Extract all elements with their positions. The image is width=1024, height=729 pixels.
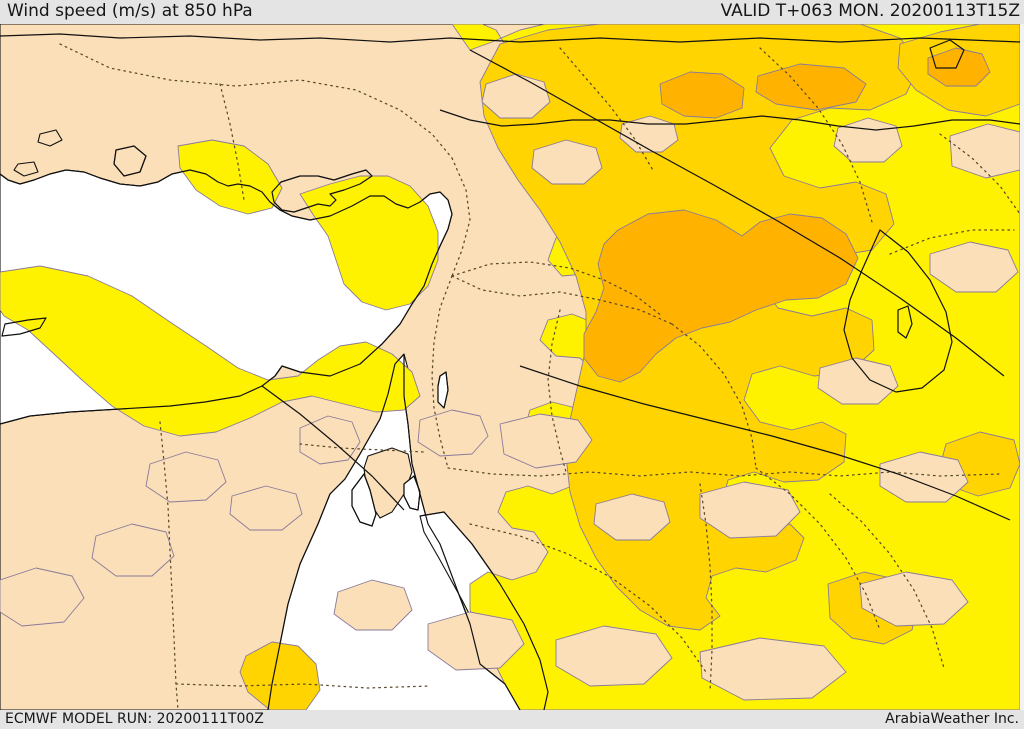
map-footer-bar: ECMWF MODEL RUN: 20200111T00Z ArabiaWeat… bbox=[0, 710, 1024, 729]
border-syria-jordan bbox=[547, 309, 567, 473]
peach-patch-13 bbox=[879, 451, 969, 503]
border-saudi-interior-b bbox=[699, 483, 713, 693]
valid-time-label: VALID T+063 MON. 20200113T15Z bbox=[720, 1, 1020, 21]
island-aegean-b bbox=[13, 161, 39, 177]
coastline-qatar bbox=[897, 305, 913, 339]
coastline-lake-urmia bbox=[929, 39, 965, 69]
peach-patch-18 bbox=[619, 115, 679, 153]
border-iraq-iran bbox=[671, 323, 757, 469]
coastline-red-sea-west bbox=[419, 511, 549, 710]
coastline-gulf-of-suez bbox=[351, 473, 377, 527]
border-turkey-interior bbox=[219, 83, 245, 201]
gold-patch-nile bbox=[239, 641, 321, 710]
peach-patch-7 bbox=[0, 567, 85, 627]
analysis-lines-layer bbox=[261, 49, 1021, 521]
border-egypt-sudan bbox=[175, 683, 431, 689]
border-syria-west bbox=[451, 157, 471, 277]
analysis-line-c bbox=[439, 109, 1021, 131]
coastline-rhodes bbox=[113, 145, 147, 177]
border-egypt-libya bbox=[159, 421, 179, 710]
wind-speed-contour-map bbox=[0, 24, 1024, 710]
yellow-med-jet-band bbox=[0, 265, 421, 437]
coastline-dead-sea bbox=[437, 371, 449, 409]
island-aegean-a bbox=[37, 129, 63, 147]
peach-patch-21 bbox=[699, 481, 801, 539]
peach-patch-11 bbox=[699, 637, 847, 701]
border-turkey-iran bbox=[759, 47, 873, 223]
border-uae-oman bbox=[829, 493, 945, 669]
coastline-red-sea-east bbox=[403, 354, 521, 710]
yellow-levant-coast bbox=[299, 175, 439, 311]
border-syria-iraq bbox=[451, 275, 673, 325]
analysis-line-b bbox=[519, 365, 1011, 521]
orange-core-nsyria-niraq bbox=[583, 209, 859, 383]
orange-core-ne bbox=[927, 47, 991, 87]
model-run-label: ECMWF MODEL RUN: 20200111T00Z bbox=[5, 711, 264, 727]
coastline-persian-gulf bbox=[843, 229, 953, 393]
border-jordan-west bbox=[431, 275, 453, 469]
peach-patch-16 bbox=[481, 73, 551, 119]
coastline-black-sea bbox=[0, 33, 1021, 43]
map-canvas[interactable] bbox=[0, 24, 1024, 710]
peach-patch-5 bbox=[229, 485, 303, 531]
contour-band-orange bbox=[583, 47, 991, 383]
peach-patch-3 bbox=[499, 413, 593, 469]
peach-patch-12 bbox=[859, 571, 969, 627]
coastline-nile-west bbox=[267, 353, 405, 710]
border-jordan-iraq bbox=[451, 261, 663, 317]
attribution-label: ArabiaWeather Inc. bbox=[885, 711, 1019, 727]
peach-patch-2 bbox=[417, 409, 489, 457]
border-gulf-coast bbox=[755, 467, 881, 631]
peach-patch-14 bbox=[817, 357, 899, 405]
peach-patch-22 bbox=[593, 493, 671, 541]
coastline-mediterranean bbox=[0, 169, 453, 425]
yellow-cyprus-patch bbox=[177, 139, 283, 215]
peach-patch-10 bbox=[555, 625, 673, 687]
coastline-layer bbox=[0, 33, 1021, 710]
orange-core-north-a bbox=[659, 71, 745, 119]
coastline-gulf-of-aqaba bbox=[403, 475, 421, 511]
page-title: Wind speed (m/s) at 850 hPa bbox=[7, 1, 253, 21]
border-saudi-north bbox=[447, 467, 1001, 477]
map-right-edge-strip bbox=[1020, 24, 1024, 710]
peach-patch-4 bbox=[145, 451, 227, 503]
border-turkey-north bbox=[59, 43, 453, 159]
orange-core-north-b bbox=[755, 63, 867, 111]
map-header-bar: Wind speed (m/s) at 850 hPa VALID T+063 … bbox=[0, 0, 1024, 24]
analysis-line-d bbox=[261, 385, 405, 511]
border-turkey-syria-e bbox=[559, 47, 655, 173]
low-wind-peach-patches bbox=[0, 73, 1021, 701]
coastline-cyprus bbox=[271, 169, 373, 213]
coastline-crete bbox=[1, 317, 47, 337]
border-saudi-interior-a bbox=[469, 523, 707, 673]
peach-patch-9 bbox=[427, 611, 525, 671]
border-iran-interior bbox=[939, 133, 1021, 215]
political-borders-layer bbox=[59, 43, 1021, 710]
peach-patch-17 bbox=[531, 139, 603, 185]
peach-patch-6 bbox=[91, 523, 175, 577]
analysis-line-a bbox=[469, 49, 1005, 377]
border-iran-south bbox=[889, 229, 1015, 255]
peach-patch-8 bbox=[333, 579, 413, 631]
peach-patch-15 bbox=[929, 241, 1019, 293]
